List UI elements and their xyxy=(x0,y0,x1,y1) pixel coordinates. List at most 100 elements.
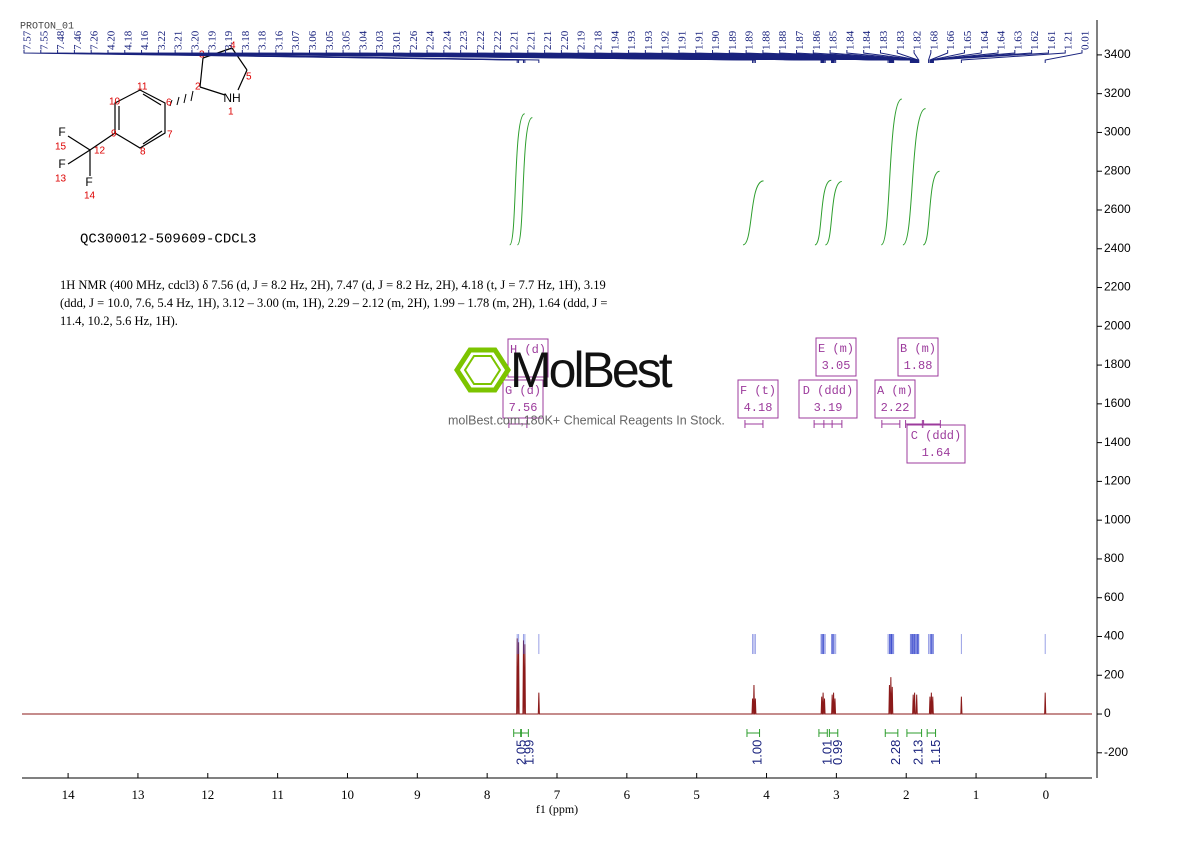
peak-connector xyxy=(829,50,918,63)
integral-curve xyxy=(814,179,832,246)
peak-label: 3.21 xyxy=(173,31,185,50)
peak-label: 1.68 xyxy=(928,30,940,50)
locant: 9 xyxy=(111,129,117,140)
peak-label: 1.66 xyxy=(945,30,957,50)
peak-label: 3.03 xyxy=(374,30,386,50)
integral-label: 1.00 xyxy=(750,740,765,765)
y-tick-label: 200 xyxy=(1104,667,1124,681)
x-tick-label: 7 xyxy=(554,787,561,802)
peak-label: 1.89 xyxy=(727,30,739,50)
chart-title: PROTON_01 xyxy=(20,22,74,33)
peak-label: 2.21 xyxy=(509,31,521,50)
peak-label: 2.24 xyxy=(441,30,453,50)
locant: 14 xyxy=(84,191,96,202)
integral-curve xyxy=(509,113,526,246)
peak-label: 1.93 xyxy=(643,30,655,50)
peak-label: 7.26 xyxy=(89,30,101,50)
peak-label: 4.16 xyxy=(139,30,151,50)
peak-label: 1.63 xyxy=(1012,30,1024,50)
integral-curve xyxy=(922,170,940,246)
peak-label: 3.22 xyxy=(156,31,168,50)
peak-label: 7.57 xyxy=(22,30,34,50)
y-tick-label: 3400 xyxy=(1104,47,1131,61)
peak-label: 2.24 xyxy=(425,30,437,50)
multiplet-label: A (m) xyxy=(877,384,913,398)
peak-label: 1.62 xyxy=(1029,31,1041,50)
peak-connector xyxy=(932,50,1033,63)
peak-label: 3.16 xyxy=(273,30,285,50)
peak-connector xyxy=(932,50,1049,63)
y-tick-label: 800 xyxy=(1104,551,1124,565)
peak-connector xyxy=(928,50,932,63)
integral-bracket xyxy=(906,729,923,737)
peak-label: 1.87 xyxy=(794,30,806,50)
integral-label: 1.15 xyxy=(928,740,943,765)
locant: 7 xyxy=(167,130,173,141)
peak-label: 1.84 xyxy=(844,30,856,50)
x-tick-label: 2 xyxy=(903,787,910,802)
peak-label: 2.20 xyxy=(559,30,571,50)
y-tick-label: 1400 xyxy=(1104,435,1131,449)
multiplet-box xyxy=(906,424,966,464)
multiplet-box xyxy=(874,379,916,419)
x-tick-label: 14 xyxy=(62,787,76,802)
x-tick-label: 10 xyxy=(341,787,354,802)
multiplet-shift: 4.18 xyxy=(744,401,773,415)
atom-label: F xyxy=(58,125,65,139)
peak-connector xyxy=(863,50,918,63)
peak-label: 1.21 xyxy=(1063,31,1075,50)
y-tick-label: 1200 xyxy=(1104,474,1131,488)
watermark-subtitle: molBest.com,180K+ Chemical Reagents In S… xyxy=(448,413,725,427)
multiplet-shift: 1.64 xyxy=(922,446,951,460)
peak-label: 3.01 xyxy=(391,31,403,50)
peak-label: 2.21 xyxy=(542,31,554,50)
x-tick-label: 3 xyxy=(833,787,840,802)
y-tick-label: 0 xyxy=(1104,706,1111,720)
peak-connector xyxy=(392,50,837,63)
peak-label: 3.07 xyxy=(290,30,302,50)
y-tick-label: 2800 xyxy=(1104,163,1131,177)
multiplet-box xyxy=(897,337,939,377)
peak-label: 3.05 xyxy=(324,30,336,50)
multiplet-label: G (d) xyxy=(505,384,541,398)
multiplet-box xyxy=(507,338,549,378)
multiplet-shift: 3.05 xyxy=(822,359,851,373)
integral-label: 2.28 xyxy=(888,740,903,765)
multiplet-range xyxy=(508,420,528,428)
integral-label: 0.99 xyxy=(830,740,845,765)
peak-label: 1.83 xyxy=(895,30,907,50)
y-tick-label: 2400 xyxy=(1104,241,1131,255)
multiplet-label: F (t) xyxy=(740,384,776,398)
locant: 12 xyxy=(94,146,106,157)
integral-bracket xyxy=(520,729,529,737)
locant: 5 xyxy=(246,72,252,83)
peak-label: 1.91 xyxy=(693,31,705,50)
integral-bracket xyxy=(926,729,937,737)
integral-label: 1.01 xyxy=(820,740,835,765)
peak-label: 1.64 xyxy=(996,30,1008,50)
peak-connector xyxy=(931,50,1016,63)
locant: 4 xyxy=(230,41,236,52)
watermark-logo xyxy=(454,347,511,393)
integral-bracket xyxy=(513,729,522,737)
peak-label: 2.19 xyxy=(576,30,588,50)
peak-connector xyxy=(779,50,916,63)
multiplet-range xyxy=(823,420,843,428)
y-tick-label: -200 xyxy=(1104,745,1128,759)
x-axis-label: f1 (ppm) xyxy=(536,802,578,816)
peak-label: 7.55 xyxy=(38,30,50,50)
peak-label: 7.48 xyxy=(55,30,67,50)
atom-label: NH xyxy=(223,91,240,105)
spectrum xyxy=(22,638,1092,715)
y-tick-label: 3200 xyxy=(1104,86,1131,100)
x-tick-label: 4 xyxy=(763,787,770,802)
peak-label: 7.46 xyxy=(72,30,84,50)
peak-label: 2.21 xyxy=(525,31,537,50)
integral-label: 2.05 xyxy=(514,740,529,765)
y-tick-label: 3000 xyxy=(1104,125,1131,139)
peak-label: 1.65 xyxy=(962,30,974,50)
peak-label: 3.19 xyxy=(206,30,218,50)
peak-label: 1.83 xyxy=(878,30,890,50)
